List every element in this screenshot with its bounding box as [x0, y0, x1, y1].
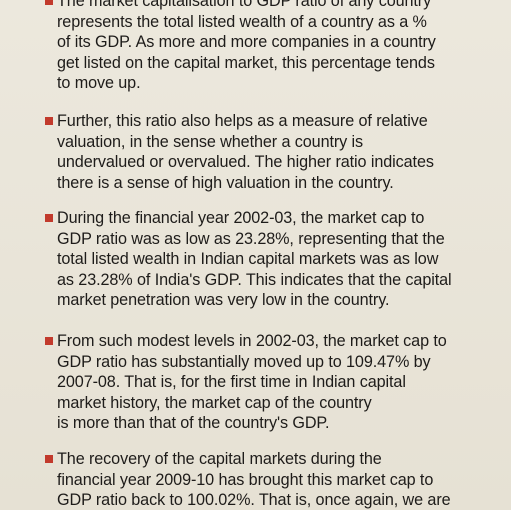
- text-line: During the financial year 2002-03, the m…: [57, 209, 425, 227]
- paragraph: The market capitalisation to GDP ratio o…: [45, 0, 497, 94]
- text-line: get listed on the capital market, this p…: [57, 53, 435, 72]
- text-line: market history, the market cap of the co…: [57, 393, 372, 412]
- text-line: represents the total listed wealth of a …: [57, 12, 427, 31]
- text-line: is more than that of the country's GDP.: [57, 414, 330, 433]
- paragraph: From such modest levels in 2002-03, the …: [45, 331, 497, 434]
- bullet: [45, 337, 53, 345]
- text-line: Further, this ratio also helps as a meas…: [57, 112, 428, 130]
- text-line: financial year 2009-10 has brought this …: [57, 470, 434, 489]
- paragraph: Further, this ratio also helps as a meas…: [45, 111, 497, 193]
- text-line: there is a sense of high valuation in th…: [57, 173, 394, 192]
- text-line: The recovery of the capital markets duri…: [57, 450, 382, 468]
- text-line: undervalued or overvalued. The higher ra…: [57, 153, 434, 172]
- paragraph: During the financial year 2002-03, the m…: [45, 208, 497, 311]
- text-line: The market capitalisation to GDP ratio o…: [57, 0, 432, 10]
- text-line: as 23.28% of India's GDP. This indicates…: [57, 270, 452, 289]
- bullet: [45, 0, 53, 5]
- text-line: GDP ratio back to 100.02%. That is, once…: [57, 491, 451, 510]
- text-line: 2007-08. That is, for the first time in …: [57, 373, 406, 392]
- paragraph: The recovery of the capital markets duri…: [45, 449, 497, 510]
- text-line: From such modest levels in 2002-03, the …: [57, 332, 447, 350]
- bullet: [45, 117, 53, 125]
- text-line: valuation, in the sense whether a countr…: [57, 132, 364, 151]
- text-line: total listed wealth in Indian capital ma…: [57, 250, 439, 269]
- bullet: [45, 214, 53, 222]
- text-line: market penetration was very low in the c…: [57, 291, 390, 310]
- text-line: to move up.: [57, 74, 141, 93]
- bullet: [45, 455, 53, 463]
- text-line: of its GDP. As more and more companies i…: [57, 33, 436, 52]
- text-line: GDP ratio has substantially moved up to …: [57, 352, 431, 371]
- text-line: GDP ratio was as low as 23.28%, represen…: [57, 229, 445, 248]
